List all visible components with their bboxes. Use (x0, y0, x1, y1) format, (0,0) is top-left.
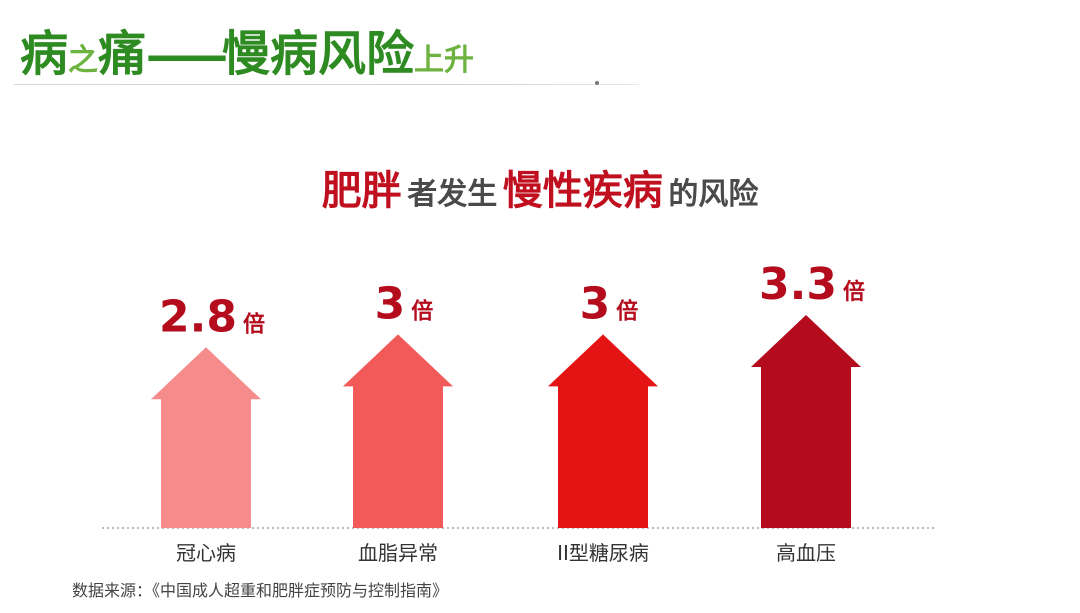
value-label: 3.3 倍 (759, 259, 865, 310)
page-header: 病之痛——慢病风险上升 (20, 14, 474, 84)
category-label: 高血压 (776, 541, 836, 565)
value-label: 2.8 倍 (159, 291, 265, 342)
header-dash: —— (146, 30, 228, 81)
risk-arrow-bar (343, 334, 453, 528)
header-main: 慢病风险 (222, 26, 415, 82)
category-label: 血脂异常 (358, 541, 438, 565)
risk-arrow-bar (548, 334, 658, 528)
risk-arrow-bar (751, 315, 861, 528)
header-divider (14, 84, 639, 85)
header-char-bing: 病 (20, 26, 69, 82)
category-label: 冠心病 (176, 541, 236, 565)
header-divider-dot (595, 81, 599, 85)
title-occur: 者发生 (407, 177, 498, 212)
header-char-tong: 痛 (98, 26, 147, 82)
title-chronic-disease: 慢性疾病 (502, 168, 663, 214)
title-risk: 的风险 (668, 177, 759, 212)
header-rise: 上升 (414, 43, 475, 78)
data-source: 数据来源：《中国成人超重和肥胖症预防与控制指南》 (72, 581, 449, 600)
category-label: II型糖尿病 (557, 541, 649, 565)
risk-arrow-bar (151, 347, 261, 528)
title-obesity: 肥胖 (321, 168, 402, 214)
header-char-zhi: 之 (68, 43, 99, 78)
chart-title: 肥胖 者发生 慢性疾病 的风险 (0, 158, 1080, 216)
